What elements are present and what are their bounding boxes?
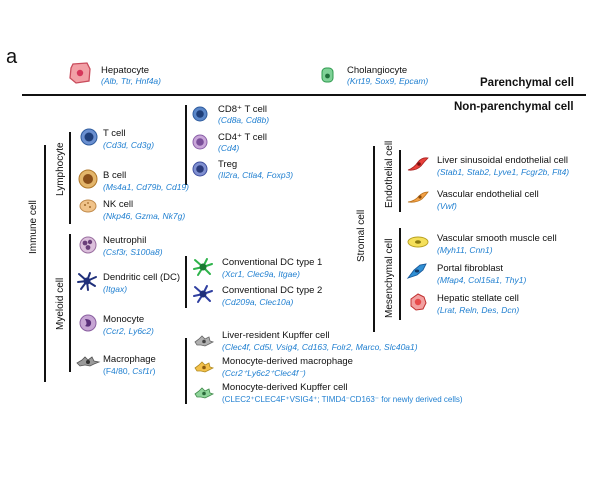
- dc-subtype-bracket: [185, 256, 187, 308]
- monocyte-icon: [79, 314, 97, 332]
- panel-label: a: [6, 46, 18, 68]
- cd4-t-cell-icon: [192, 134, 208, 150]
- parenchymal-cell-title: Parenchymal cell: [480, 77, 574, 89]
- dendritic-cell-markers: (Itgax): [103, 284, 128, 294]
- stellate-cell-name: Hepatic stellate cell: [437, 293, 519, 304]
- kupffer-cell-name: Liver-resident Kupffer cell: [222, 330, 330, 341]
- monocyte-derived-kupffer-markers: (CLEC2⁺CLEC4F⁺VSIG4⁺; TIMD4⁻CD163⁻ for n…: [222, 395, 463, 404]
- smooth-muscle-name: Vascular smooth muscle cell: [437, 233, 557, 244]
- monocyte-name: Monocyte: [103, 314, 145, 325]
- cd8-t-cell-markers: (Cd8a, Cd8b): [218, 115, 270, 125]
- vascular-endothelial-markers: (Vwf): [437, 201, 457, 211]
- monocyte-derived-kupffer-icon: [194, 387, 215, 399]
- kupffer-cell-icon: [194, 335, 215, 347]
- cholangiocyte-cell-icon: [321, 67, 334, 83]
- cd8-t-cell-name: CD8⁺ T cell: [218, 104, 268, 115]
- portal-fibroblast-markers: (Mfap4, Col15a1, Thy1): [437, 275, 527, 285]
- smooth-muscle-markers: (Myh11, Cnn1): [437, 245, 493, 255]
- neutrophil-markers: (Csf3r, S100a8): [103, 247, 163, 257]
- kupffer-cell-markers: (Clec4f, Cd5l, Vsig4, Cd163, Folr2, Marc…: [222, 342, 418, 352]
- stromal-cell-bracket: [373, 146, 375, 332]
- mesenchymal-bracket: [399, 228, 401, 320]
- lymphocyte-bracket: [69, 132, 71, 224]
- treg-cell-markers: (Il2ra, Ctla4, Foxp3): [218, 170, 294, 180]
- hepatocyte-markers: (Alb, Ttr, Hnf4a): [101, 76, 161, 86]
- monocyte-markers: (Ccr2, Ly6c2): [103, 326, 154, 336]
- neutrophil-icon: [79, 236, 97, 254]
- hepatocyte-name: Hepatocyte: [101, 65, 150, 76]
- myeloid-bracket: [69, 234, 71, 372]
- lsec-name: Liver sinusoidal endothelial cell: [437, 155, 568, 166]
- stromal-cell-label: Stromal cell: [356, 209, 367, 262]
- hepatocyte-cell-icon: [69, 62, 91, 84]
- immune-cell-label: Immune cell: [28, 200, 39, 254]
- neutrophil-name: Neutrophil: [103, 235, 147, 246]
- cdc2-markers: (Cd209a, Clec10a): [222, 297, 294, 307]
- b-cell-icon: [78, 169, 98, 189]
- endothelial-cell-label: Endothelial cell: [384, 140, 395, 208]
- stellate-cell-markers: (Lrat, Reln, Des, Dcn): [437, 305, 520, 315]
- portal-fibroblast-icon: [406, 263, 427, 279]
- cdc1-name: Conventional DC type 1: [222, 257, 323, 268]
- cd8-t-cell-icon: [192, 106, 208, 122]
- treg-cell-name: Treg: [218, 159, 238, 170]
- t-cell-markers: (Cd3d, Cd3g): [103, 140, 155, 150]
- vascular-endothelial-icon: [407, 191, 429, 203]
- myeloid-cell-label: Myeloid cell: [55, 277, 66, 330]
- b-cell-name: B cell: [103, 170, 127, 181]
- monocyte-derived-kupffer-name: Monocyte-derived Kupffer cell: [222, 382, 348, 393]
- nk-cell-name: NK cell: [103, 199, 134, 210]
- immune-cell-bracket: [44, 145, 46, 382]
- dendritic-cell-name: Dendritic cell (DC): [103, 272, 181, 283]
- cdc1-icon: [193, 258, 213, 276]
- non-parenchymal-cell-title: Non-parenchymal cell: [454, 101, 574, 113]
- t-cell-name: T cell: [103, 128, 126, 139]
- treg-cell-icon: [192, 161, 208, 177]
- stellate-cell-icon: [410, 293, 427, 311]
- cholangiocyte-name: Cholangiocyte: [347, 65, 408, 76]
- macrophage-icon: [76, 356, 101, 367]
- section-divider: [22, 94, 586, 96]
- t-cell-subtype-bracket: [185, 105, 187, 185]
- b-cell-markers: (Ms4a1, Cd79b, Cd19): [103, 182, 189, 192]
- t-cell-icon: [80, 128, 98, 146]
- monocyte-derived-macrophage-name: Monocyte-derived macrophage: [222, 356, 353, 367]
- monocyte-derived-macrophage-markers: (Ccr2⁺Ly6c2⁺Clec4f⁻): [222, 368, 306, 378]
- macrophage-subtype-bracket: [185, 338, 187, 404]
- nk-cell-icon: [79, 199, 97, 213]
- cdc1-markers: (Xcr1, Clec9a, Itgae): [222, 269, 300, 279]
- cd4-t-cell-markers: (Cd4): [218, 143, 240, 153]
- nk-cell-markers: (Nkp46, Gzma, Nk7g): [103, 211, 186, 221]
- vascular-endothelial-name: Vascular endothelial cell: [437, 189, 539, 200]
- endothelial-bracket: [399, 150, 401, 212]
- smooth-muscle-icon: [407, 236, 429, 248]
- cdc2-name: Conventional DC type 2: [222, 285, 323, 296]
- lymphocyte-label: Lymphocyte: [55, 142, 66, 196]
- lsec-icon: [407, 157, 429, 171]
- dendritic-cell-icon: [77, 272, 97, 291]
- portal-fibroblast-name: Portal fibroblast: [437, 263, 504, 274]
- monocyte-derived-macrophage-icon: [194, 361, 215, 373]
- cdc2-icon: [193, 285, 213, 303]
- cd4-t-cell-name: CD4⁺ T cell: [218, 132, 268, 143]
- macrophage-name: Macrophage: [103, 354, 156, 365]
- macrophage-markers: (F4/80, Csf1r): [103, 366, 156, 376]
- cholangiocyte-markers: (Krt19, Sox9, Epcam): [347, 76, 429, 86]
- lsec-markers: (Stab1, Stab2, Lyve1, Fcgr2b, Flt4): [437, 167, 570, 177]
- mesenchymal-cell-label: Mesenchymal cell: [384, 238, 395, 318]
